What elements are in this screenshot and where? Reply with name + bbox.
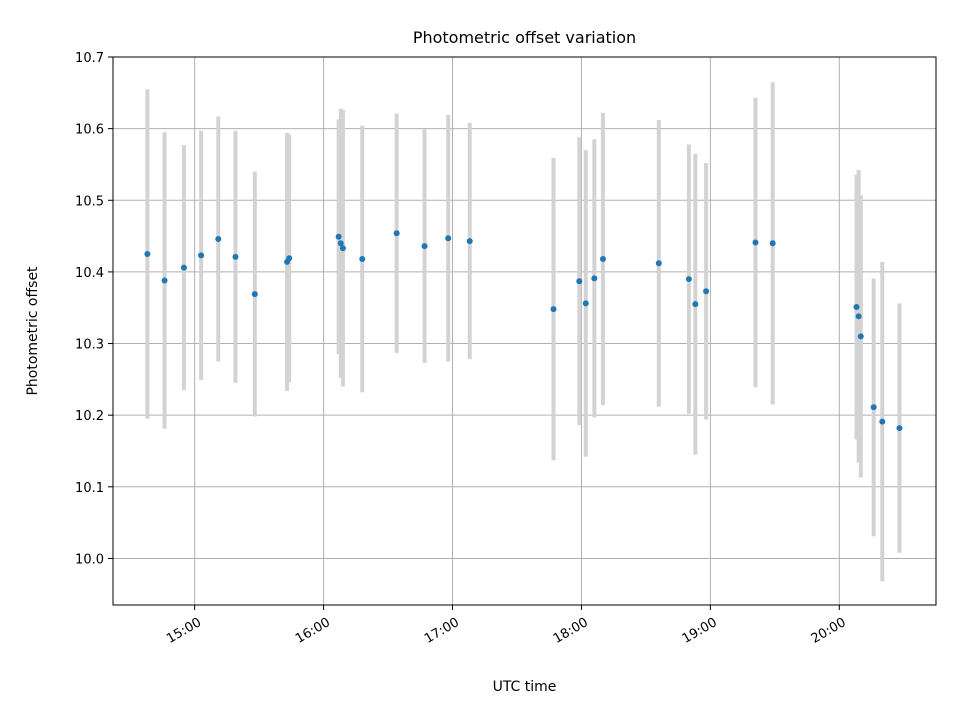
y-tick-label: 10.5 bbox=[75, 194, 104, 209]
data-point bbox=[359, 256, 366, 263]
data-point bbox=[599, 256, 606, 263]
data-point bbox=[161, 277, 168, 284]
data-point bbox=[692, 301, 699, 308]
y-tick-label: 10.6 bbox=[75, 123, 104, 138]
data-point bbox=[144, 250, 151, 257]
plot-frame bbox=[112, 56, 937, 606]
y-tick-label: 10.0 bbox=[75, 552, 104, 567]
y-tick-label: 10.7 bbox=[75, 51, 104, 66]
y-tick-label: 10.3 bbox=[75, 338, 104, 353]
error-bars bbox=[145, 82, 902, 582]
y-axis: 10.0 10.1 10.2 10.3 10.4 10.5 10.6 10.7 bbox=[75, 51, 113, 567]
y-axis-label: Photometric offset bbox=[25, 266, 41, 396]
y-tick-label: 10.4 bbox=[75, 266, 104, 281]
x-tick-label: 20:00 bbox=[809, 615, 849, 647]
data-points bbox=[144, 230, 903, 432]
data-point bbox=[896, 425, 903, 432]
data-point bbox=[752, 239, 759, 246]
data-point bbox=[550, 306, 557, 313]
x-tick-label: 16:00 bbox=[293, 615, 333, 647]
data-point bbox=[215, 235, 222, 242]
data-point bbox=[393, 230, 400, 237]
data-point bbox=[337, 240, 344, 247]
data-point bbox=[582, 300, 589, 307]
data-point bbox=[576, 278, 583, 285]
data-point bbox=[855, 313, 862, 320]
data-point bbox=[685, 276, 692, 283]
data-point bbox=[421, 243, 428, 250]
x-axis-label: UTC time bbox=[493, 679, 557, 695]
data-point bbox=[879, 418, 886, 425]
data-point bbox=[466, 238, 473, 245]
x-tick-label: 15:00 bbox=[164, 615, 204, 647]
data-point bbox=[339, 245, 346, 252]
data-point bbox=[286, 255, 293, 262]
x-tick-label: 17:00 bbox=[422, 615, 462, 647]
x-axis: 15:00 16:00 17:00 18:00 19:00 20:00 bbox=[164, 605, 849, 647]
data-point bbox=[870, 404, 877, 411]
data-point bbox=[857, 333, 864, 340]
y-tick-label: 10.1 bbox=[75, 481, 104, 496]
data-point bbox=[591, 275, 598, 282]
data-point bbox=[180, 264, 187, 271]
data-point bbox=[232, 253, 239, 260]
x-tick-label: 18:00 bbox=[551, 615, 591, 647]
y-tick-label: 10.2 bbox=[75, 409, 104, 424]
data-point bbox=[769, 240, 776, 247]
data-point bbox=[198, 252, 205, 259]
chart-title: Photometric offset variation bbox=[413, 28, 636, 47]
data-point bbox=[445, 235, 452, 242]
data-point bbox=[703, 288, 710, 295]
data-point bbox=[251, 291, 258, 298]
data-point bbox=[853, 304, 860, 311]
x-tick-label: 19:00 bbox=[680, 615, 720, 647]
data-point bbox=[335, 233, 342, 240]
data-point bbox=[655, 260, 662, 267]
